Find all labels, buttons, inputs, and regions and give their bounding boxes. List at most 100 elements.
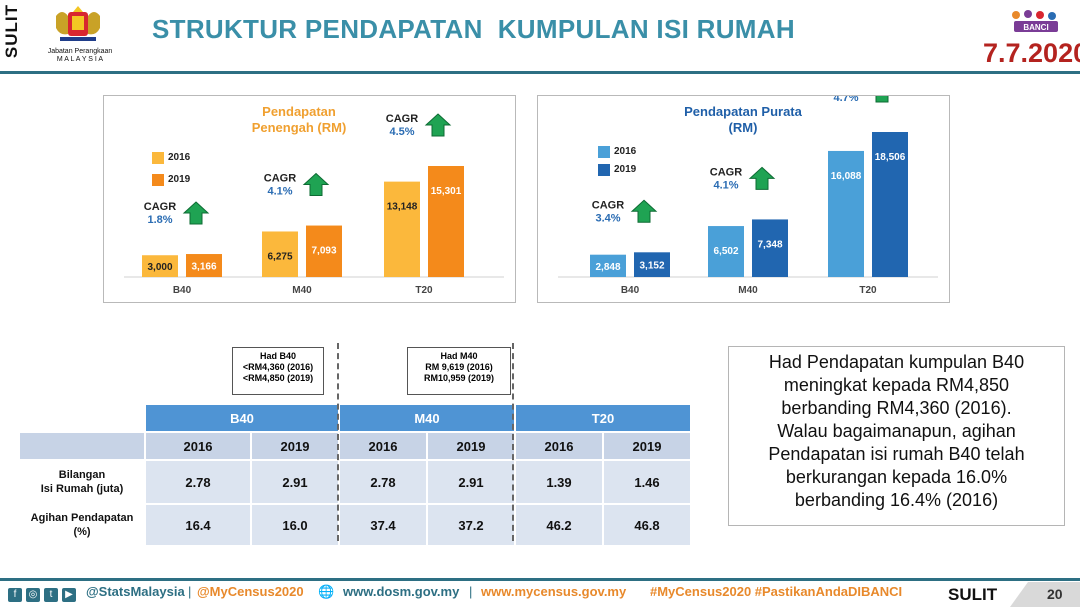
cagr-value: 3.4% bbox=[595, 212, 620, 224]
chart-title: Pendapatan Purata (RM) bbox=[684, 104, 802, 135]
summary-note: Had Pendapatan kumpulan B40 meningkat ke… bbox=[728, 346, 1065, 526]
year-header: 2016 bbox=[340, 433, 426, 459]
legend-swatch-2019 bbox=[598, 164, 610, 176]
income-distribution-table: B40 M40 T20 2016 2019 2016 2019 2016 201… bbox=[18, 403, 692, 547]
mycensus-handle[interactable]: @MyCensus2020 bbox=[197, 584, 304, 599]
table-cell: 2.91 bbox=[428, 461, 514, 503]
bar-value-label: 7,093 bbox=[311, 246, 336, 257]
table-row: Bilangan Isi Rumah (juta) 2.78 2.91 2.78 … bbox=[20, 461, 690, 503]
year-header: 2016 bbox=[146, 433, 250, 459]
legend-label-2016: 2016 bbox=[614, 146, 637, 157]
bar-B40-2019 bbox=[634, 252, 670, 277]
table-cell: 2.91 bbox=[252, 461, 338, 503]
b40-threshold-callout: Had B40 <RM4,360 (2016) <RM4,850 (2019) bbox=[232, 347, 324, 395]
footer-hashtags: #MyCensus2020 #PastikanAndaDIBANCI bbox=[650, 584, 903, 599]
bar-T20-2019 bbox=[428, 166, 464, 277]
table-cell: 1.46 bbox=[604, 461, 690, 503]
table-corner bbox=[20, 405, 144, 431]
bar-M40-2019 bbox=[306, 225, 342, 277]
footer-divider bbox=[0, 578, 1080, 581]
up-arrow-icon bbox=[182, 201, 210, 225]
category-label: B40 bbox=[173, 285, 192, 296]
category-label: T20 bbox=[415, 285, 433, 296]
header-divider bbox=[0, 71, 1080, 74]
up-arrow-icon bbox=[302, 172, 330, 197]
bar-T20-2016 bbox=[828, 150, 864, 277]
cagr-value: 4.1% bbox=[713, 179, 738, 191]
cagr-label: CAGR bbox=[710, 166, 742, 178]
bar-B40-2019 bbox=[186, 254, 222, 277]
page-number-tab bbox=[1010, 582, 1080, 607]
bar-value-label: 16,088 bbox=[831, 171, 862, 182]
cagr-label: CAGR bbox=[386, 113, 418, 125]
bar-value-label: 3,000 bbox=[147, 262, 172, 273]
legend-label-2019: 2019 bbox=[614, 164, 637, 175]
table-cell: 37.2 bbox=[428, 505, 514, 545]
cagr-value: 1.8% bbox=[147, 214, 172, 226]
up-arrow-icon bbox=[748, 166, 776, 190]
median-income-bars: 3,000 3,166B40CAGR1.8%6,2757,093M40CAGR4.… bbox=[124, 113, 504, 296]
page-number: 20 bbox=[1047, 586, 1063, 602]
year-header: 2016 bbox=[516, 433, 602, 459]
bar-value-label: 18,506 bbox=[875, 152, 906, 163]
facebook-icon[interactable]: f bbox=[8, 588, 22, 602]
table-cell: 46.8 bbox=[604, 505, 690, 545]
table-cell: 2.78 bbox=[146, 461, 250, 503]
up-arrow-icon bbox=[630, 199, 658, 223]
bar-value-label: 2,848 bbox=[595, 262, 620, 273]
cagr-value: 4.7% bbox=[833, 96, 858, 104]
youtube-icon[interactable]: ▶ bbox=[62, 588, 76, 602]
page-title: STRUKTUR PENDAPATAN KUMPULAN ISI RUMAH bbox=[152, 14, 795, 44]
bar-M40-2016 bbox=[708, 226, 744, 277]
mycensus-url-link[interactable]: www.mycensus.gov.my bbox=[481, 584, 627, 599]
up-arrow-icon bbox=[424, 113, 452, 137]
mean-income-bars: 2,848 3,152B40CAGR3.4%6,5027,348M40CAGR4.… bbox=[558, 96, 938, 296]
group-header-b40: B40 bbox=[146, 405, 338, 431]
m40-threshold-callout: Had M40 RM 9,619 (2016) RM10,959 (2019) bbox=[407, 347, 511, 395]
year-header: 2019 bbox=[604, 433, 690, 459]
median-income-chart: Pendapatan Penengah (RM) 2016 2019 3,000… bbox=[103, 95, 516, 303]
table-cell: 37.4 bbox=[340, 505, 426, 545]
table-cell: 2.78 bbox=[340, 461, 426, 503]
chart-title: Pendapatan Penengah (RM) bbox=[251, 104, 347, 135]
coat-of-arms-icon bbox=[56, 6, 100, 41]
bar-value-label: 6,502 bbox=[713, 246, 738, 257]
instagram-icon[interactable]: ◎ bbox=[26, 588, 40, 602]
bar-value-label: 7,348 bbox=[757, 239, 782, 250]
table-cell: 16.0 bbox=[252, 505, 338, 545]
bar-value-label: 3,152 bbox=[639, 261, 664, 272]
legend-swatch-2016 bbox=[598, 146, 610, 158]
bar-B40-2016 bbox=[142, 255, 178, 277]
cagr-label: CAGR bbox=[264, 173, 296, 185]
bar-T20-2016 bbox=[384, 181, 420, 277]
group-header-t20: T20 bbox=[516, 405, 690, 431]
year-header: 2019 bbox=[428, 433, 514, 459]
table-corner-sub bbox=[20, 433, 144, 459]
cagr-label: CAGR bbox=[144, 201, 176, 213]
group-header-m40: M40 bbox=[340, 405, 514, 431]
year-header: 2019 bbox=[252, 433, 338, 459]
category-label: T20 bbox=[859, 285, 877, 296]
dosm-logo: Jabatan Perangkaan M A L A Y S I A bbox=[32, 2, 128, 68]
row-label: Agihan Pendapatan (%) bbox=[20, 505, 144, 545]
row-label: Bilangan Isi Rumah (juta) bbox=[20, 461, 144, 503]
stats-malaysia-handle[interactable]: @StatsMalaysia bbox=[86, 584, 185, 599]
category-label: M40 bbox=[738, 285, 758, 296]
bar-M40-2019 bbox=[752, 219, 788, 277]
cagr-label: CAGR bbox=[592, 199, 624, 211]
mean-income-chart: Pendapatan Purata (RM) 2016 2019 2,848 3,… bbox=[537, 95, 950, 303]
legend-swatch-2016 bbox=[152, 152, 164, 164]
twitter-icon[interactable]: t bbox=[44, 588, 58, 602]
sulit-footer-label: SULIT bbox=[948, 585, 998, 604]
census-date: 7.7.2020 bbox=[983, 38, 1080, 68]
legend-label-2019: 2019 bbox=[168, 174, 191, 185]
banci-logo: BANCI bbox=[1000, 6, 1072, 36]
dosm-url-link[interactable]: www.dosm.gov.my bbox=[343, 584, 460, 599]
bar-B40-2016 bbox=[590, 254, 626, 277]
m40-threshold-divider bbox=[512, 343, 514, 541]
legend-swatch-2019 bbox=[152, 174, 164, 186]
cagr-value: 4.1% bbox=[267, 186, 292, 198]
sulit-side-label: SULIT bbox=[0, 0, 26, 72]
bar-value-label: 13,148 bbox=[387, 202, 418, 213]
up-arrow-icon bbox=[875, 96, 889, 103]
